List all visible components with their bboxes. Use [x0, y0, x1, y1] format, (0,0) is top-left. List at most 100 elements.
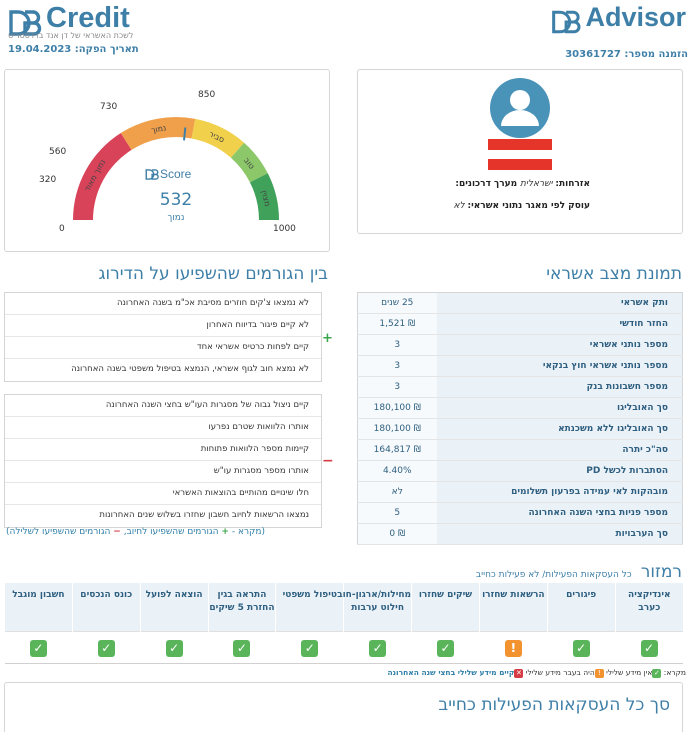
gauge-band-label: מצוין	[260, 189, 273, 207]
gauge-band	[230, 142, 268, 183]
db-logo-icon	[552, 10, 581, 33]
check-icon: ✓	[652, 668, 662, 678]
db-logo-icon	[145, 169, 159, 181]
negative-factor-item: קיימות מספר הלוואות פתוחות	[5, 439, 321, 461]
negative-factors-list: קיים ניצול גבוה של מסגרות העו"ש בחצי השנ…	[4, 394, 322, 528]
gauge-tick-730: 730	[100, 102, 118, 112]
factors-legend-negative: הגורמים שהשפיעו לשלילה)	[6, 527, 111, 537]
credit-row: ₪ 164,817 סה"כ יתרה	[357, 439, 683, 461]
credit-logo-word: Credit	[46, 2, 130, 34]
profile-card: אזרחות: ישראלית מערך דרכונים: עוסק לפי מ…	[357, 69, 683, 234]
gauge-band-label: נמוך	[150, 123, 167, 135]
factors-legend-prefix: (מקרא -	[231, 527, 266, 537]
positive-factors-list: לא נמצאו צ'קים חוזרים מסיבת אכ"מ בשנה הא…	[4, 292, 322, 382]
credit-row-value: ₪ 1,521	[357, 313, 437, 335]
check-icon: ✓	[97, 640, 115, 657]
credit-row-value: ₪ 180,100	[357, 397, 437, 419]
summary-title: רמזור כל העסקאות הפעילות/ לא פעילות כחיי…	[476, 562, 682, 582]
minus-icon: −	[322, 453, 334, 469]
credit-row: 3 מספר נותני אשראי	[357, 334, 683, 356]
user-avatar-icon	[488, 78, 552, 170]
credit-logo: Credit	[8, 2, 130, 36]
credit-row-value: ₪ 0	[357, 523, 437, 545]
check-icon: ✓	[369, 640, 387, 657]
active-deals-card: סך כל העסקאות הפעילות כחייב	[4, 682, 683, 732]
positive-factor-item: לא נמצא חוב לגוף אשראי, הנמצא בטיפול משפ…	[71, 364, 309, 374]
status-legend-current: קיים מידע שלילי בחצי שנה האחרונה	[387, 668, 515, 677]
credit-row: 3 מספר נותני אשראי חוץ בנקאי	[357, 355, 683, 377]
check-icon: ✓	[29, 640, 47, 657]
order-number-label: הזמנה מספר:	[624, 49, 688, 60]
db-logo-icon	[9, 9, 42, 36]
summary-status-cell: ✓	[208, 630, 276, 664]
credit-row-label: ותק אשראי	[436, 292, 683, 314]
summary-column-header: שיקים שחזרו	[411, 583, 480, 631]
credit-row: ₪ 0 סך הערבויות	[357, 523, 683, 545]
issue-date-value: 19.04.2023	[8, 44, 72, 55]
citizenship-line: אזרחות: ישראלית מערך דרכונים:	[455, 179, 590, 189]
credit-row-label: הסתברות לכשל PD	[436, 460, 683, 482]
x-icon: ✕	[514, 668, 524, 678]
negative-factor-item: קיים ניצול גבוה של מסגרות העו"ש בחצי השנ…	[5, 395, 321, 417]
employed-label: עוסק לפי מאגר נתוני אשראי:	[467, 201, 590, 211]
credit-row: 3 מספר חשבונות בנק	[357, 376, 683, 398]
negative-factor-item: אותרו מספר מסגרות עו"ש	[5, 461, 321, 483]
plus-icon: +	[322, 331, 333, 346]
credit-row-value: לא	[357, 481, 437, 503]
credit-row-value: 3	[357, 334, 437, 356]
positive-factor-item: לא קיים פיגור בדיווח האחרון	[5, 315, 321, 337]
check-icon: ✓	[436, 640, 454, 657]
credit-row-value: 3	[357, 376, 437, 398]
citizenship-value: ישראלית	[520, 179, 553, 189]
credit-row-label: סך האובליגו ללא משכנתא	[436, 418, 683, 440]
summary-status-cell: ✓	[275, 630, 344, 664]
check-icon: ✓	[572, 640, 590, 657]
credit-row: ₪ 180,100 סך האובליגו	[357, 397, 683, 419]
credit-row-value: ₪ 164,817	[357, 439, 437, 461]
summary-status-cell: ✓	[140, 630, 209, 664]
traffic-light-table: חשבון מוגבל כונס הנכסים הוצאה לפועל התראה ב…	[4, 583, 683, 664]
citizenship-label: אזרחות:	[555, 179, 590, 189]
gauge-tick-320: 320	[39, 175, 57, 185]
credit-row-label: סך הערבויות	[436, 523, 683, 545]
negative-factor-item: חלו שינויים מהותיים בהוצאות האשראי	[5, 483, 321, 505]
summary-status-cell: ✓	[615, 630, 683, 664]
summary-status-cell: ✓	[72, 630, 141, 664]
warning-icon: !	[594, 668, 604, 678]
factors-legend: (מקרא - + הגורמים שהשפיעו לחיוב, − הגורמ…	[6, 527, 265, 537]
gauge-band	[73, 133, 132, 220]
credit-row-label: מספר נותני אשראי	[436, 334, 683, 356]
plus-icon: +	[221, 527, 229, 537]
credit-row-value: 4.40%	[357, 460, 437, 482]
credit-row: 25 שנים ותק אשראי	[357, 292, 683, 314]
summary-column-header: כונס הנכסים	[71, 583, 141, 631]
score-rating-label: נמוך	[167, 213, 185, 223]
factors-title: בין הגורמים שהשפיעו על הדירוג	[98, 264, 328, 284]
advisor-logo-word: Advisor	[585, 2, 686, 32]
gauge-band	[120, 117, 196, 150]
order-number-value: 30361727	[565, 49, 621, 60]
factors-legend-positive: הגורמים שהשפיעו לחיוב,	[123, 527, 219, 537]
credit-row-label: מובהקות לאי עמידה בפרעון תשלומים	[436, 481, 683, 503]
summary-column-header: אינדיקציה כערב	[614, 583, 683, 631]
summary-status-cell: ✓	[547, 630, 616, 664]
redaction-bar	[488, 159, 552, 170]
minus-icon: −	[113, 527, 121, 537]
summary-status-cell: ✓	[343, 630, 412, 664]
gauge-tick-0: 0	[59, 224, 65, 234]
summary-column-header: פיגורים	[546, 583, 616, 631]
positive-factor-item: קיים לפחות כרטיס אשראי אחד	[5, 337, 321, 359]
negative-factor-item: נמצאו הרשאות לחיוב חשבון שחזרו בשלוש שני…	[99, 510, 309, 520]
status-legend: מקרא: ✓אין מידע שלילי !היה בעבר מידע שלי…	[387, 668, 686, 678]
credit-row-label: מספר פניות בחצי השנה האחרונה	[436, 502, 683, 524]
advisor-logo: Advisor	[551, 2, 686, 33]
credit-row-value: 5	[357, 502, 437, 524]
summary-column-header: הוצאה לפועל	[139, 583, 209, 631]
redaction-bar	[488, 139, 552, 150]
status-legend-label: מקרא:	[663, 668, 686, 677]
negative-factor-item: אותרו הלוואות שטרם נפרעו	[5, 417, 321, 439]
credit-row-value: 25 שנים	[357, 292, 437, 314]
summary-subtitle: כל העסקאות הפעילות/ לא פעילות כחייב	[475, 570, 632, 580]
summary-status-cell: !	[479, 630, 548, 664]
